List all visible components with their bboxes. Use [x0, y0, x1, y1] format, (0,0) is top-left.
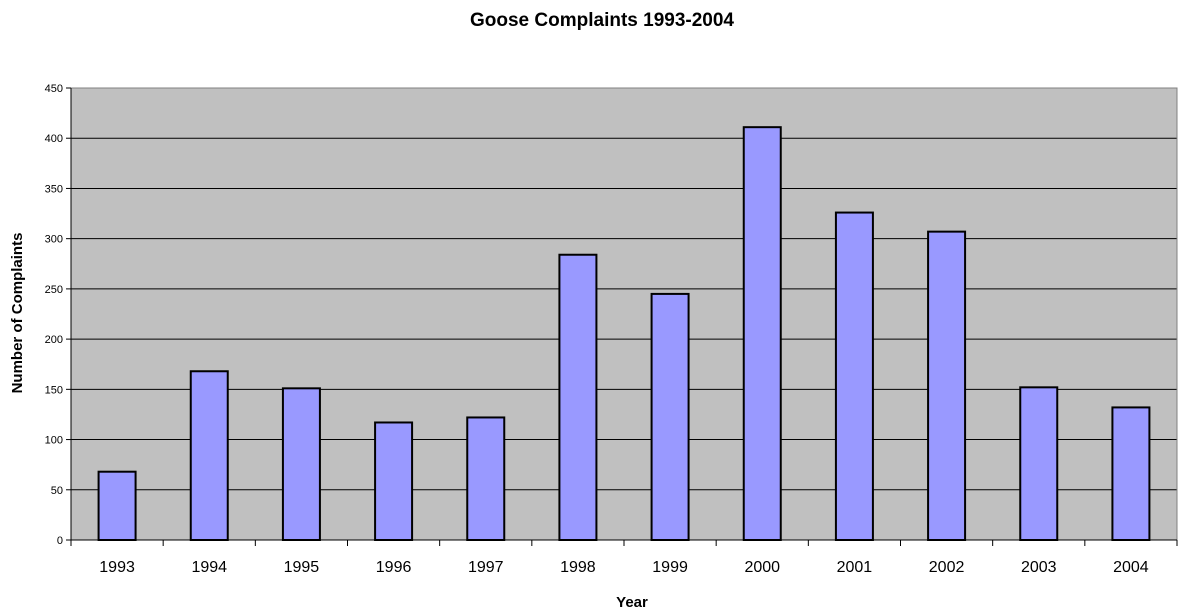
- bar-1993: [97, 470, 137, 542]
- bar-1995: [281, 387, 321, 541]
- bar-2003: [1019, 386, 1059, 541]
- y-tick-label: 50: [51, 485, 63, 497]
- x-tick-label: 2001: [837, 559, 873, 576]
- y-tick-label: 300: [45, 234, 63, 246]
- bar-1997: [466, 416, 506, 541]
- x-tick-label: 1994: [191, 559, 227, 576]
- y-tick-label: 0: [57, 535, 63, 547]
- y-tick-label: 450: [45, 83, 63, 95]
- x-tick-label: 1999: [652, 559, 688, 576]
- bar-2000: [742, 126, 782, 541]
- y-tick-label: 100: [45, 435, 63, 447]
- x-tick-label: 1993: [99, 559, 135, 576]
- chart-title: Goose Complaints 1993-2004: [470, 10, 734, 31]
- x-tick-label: 1998: [560, 559, 596, 576]
- y-axis: 0 50 100 150 200 250 300 350 400 450: [45, 83, 72, 547]
- bar-1998: [558, 253, 598, 541]
- x-axis: 1993 1994 1995 1996 1997 1998 1999 2000 2001 2002…: [70, 539, 1178, 576]
- y-tick-label: 400: [45, 133, 63, 145]
- y-tick-label: 350: [45, 183, 63, 195]
- bar-1994: [189, 370, 229, 541]
- bar-1999: [650, 292, 690, 541]
- y-tick-label: 150: [45, 384, 63, 396]
- bars: [97, 126, 1151, 542]
- plot-area: [71, 88, 1177, 540]
- bar-2004: [1111, 406, 1151, 541]
- y-tick-label: 200: [45, 334, 63, 346]
- x-tick-label: 2002: [929, 559, 965, 576]
- x-tick-label: 2003: [1021, 559, 1057, 576]
- x-tick-label: 2004: [1113, 559, 1149, 576]
- x-tick-label: 1997: [468, 559, 504, 576]
- bar-1996: [374, 421, 414, 542]
- x-axis-label: Year: [616, 594, 648, 611]
- x-tick-label: 1995: [284, 559, 320, 576]
- y-tick-label: 250: [45, 284, 63, 296]
- x-tick-label: 1996: [376, 559, 412, 576]
- x-tick-label: 2000: [744, 559, 780, 576]
- bar-2002: [927, 230, 967, 541]
- bar-2001: [834, 211, 874, 541]
- y-axis-label: Number of Complaints: [9, 233, 26, 394]
